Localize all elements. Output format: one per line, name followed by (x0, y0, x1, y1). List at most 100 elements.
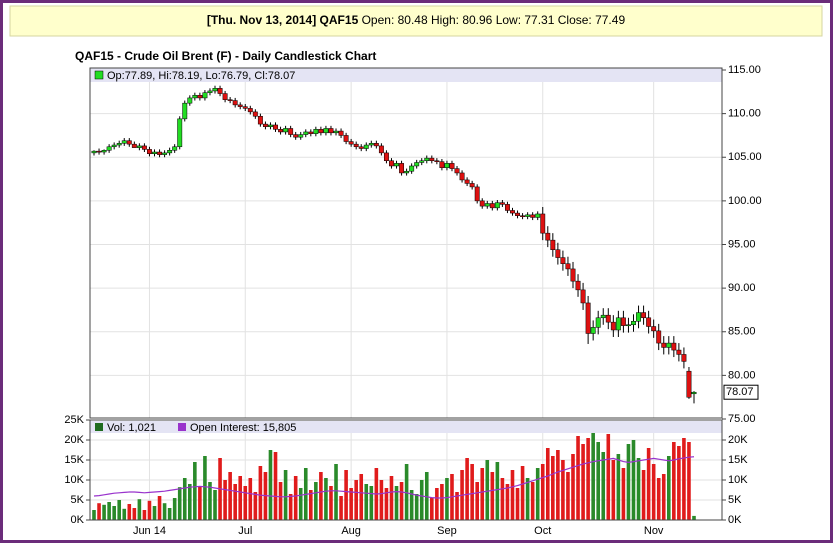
candle-body (227, 99, 233, 101)
marks (90, 82, 722, 520)
candle-body (459, 172, 465, 181)
candle-body (222, 93, 228, 100)
candle-body (434, 160, 440, 162)
volume-bar (475, 482, 479, 520)
candle-body (187, 97, 193, 104)
volume-bar (465, 458, 469, 520)
candle-body (540, 213, 546, 234)
x-tick-label: Aug (341, 525, 361, 537)
volume-bar (92, 510, 96, 520)
candle-body (278, 129, 284, 133)
candle-body (106, 146, 112, 151)
volume-bar (147, 500, 152, 520)
volume-bar (273, 452, 278, 520)
candle-body (343, 135, 349, 142)
volume-bar (485, 460, 490, 520)
volume-bar (409, 490, 414, 520)
x-tick-label: Nov (644, 525, 664, 537)
candle-body (404, 170, 410, 174)
candle-body (499, 202, 505, 205)
volume-bar (152, 506, 157, 520)
price-plot (90, 68, 722, 418)
volume-bar (505, 484, 510, 520)
volume-bar (470, 464, 474, 520)
y2-tick-label: 0K (728, 514, 742, 526)
volume-bar (440, 484, 444, 520)
candle-body (641, 312, 647, 319)
y-tick-label: 115.00 (728, 64, 761, 76)
volume-bar (490, 472, 495, 520)
y-tick-label: 20K (64, 434, 84, 446)
volume-bar (495, 462, 500, 520)
candle-body (157, 151, 162, 155)
candle-body (383, 152, 389, 161)
y-tick-label: 80.00 (728, 369, 756, 381)
volume-bar (97, 503, 101, 520)
candle-body (182, 102, 188, 120)
volume-legend: Vol: 1,021 (107, 422, 156, 434)
candle-body (162, 152, 168, 155)
candle-body (691, 391, 697, 395)
volume-bar (445, 478, 449, 520)
candle-body (676, 349, 682, 355)
candle-body (177, 118, 183, 148)
candle-body (121, 140, 127, 144)
candle-body (530, 214, 536, 218)
volume-bar (298, 488, 303, 520)
x-tick-label: Jun 14 (133, 525, 166, 537)
candle-body (671, 342, 677, 351)
volume-bar (399, 482, 404, 520)
candle-body (550, 239, 556, 250)
candle-body (394, 163, 399, 167)
candle-body (273, 124, 278, 130)
candle-body (202, 92, 208, 99)
price-legend-band (90, 68, 722, 82)
candle-body (661, 342, 667, 348)
volume-bar (480, 468, 485, 520)
candle-body (504, 204, 510, 211)
candle-body (464, 179, 470, 184)
volume-bar (213, 490, 217, 520)
candle-body (651, 326, 657, 332)
volume-bar (455, 492, 459, 520)
candle-body (333, 130, 339, 134)
volume-bar (258, 466, 263, 520)
y-tick-label: 0K (71, 514, 85, 526)
volume-bar (107, 502, 111, 520)
volume-bar (430, 498, 434, 520)
volume-bar (288, 494, 293, 520)
candle-body (131, 143, 137, 148)
volume-bar (661, 474, 666, 520)
y-tick-label: 15K (64, 454, 84, 466)
price-legend-swatch (94, 70, 104, 80)
volume-bar (278, 482, 283, 520)
y-tick-label: 95.00 (728, 238, 756, 250)
candle-body (242, 106, 248, 109)
volume-bar (283, 470, 288, 520)
volume-bar (379, 480, 384, 520)
candle-body (489, 203, 495, 209)
candle-body (620, 317, 626, 326)
volume-bar (162, 503, 167, 520)
candle-body (631, 321, 636, 326)
candle-body (348, 141, 354, 145)
y-tick-label: 105.00 (728, 151, 762, 163)
volume-bar (631, 440, 636, 520)
candle-body (232, 100, 238, 106)
candle-body (323, 128, 329, 134)
volume-bar (626, 444, 631, 520)
candle-body (212, 88, 218, 92)
volume-bar (556, 450, 560, 520)
candle-body (419, 160, 425, 163)
candle-body (207, 90, 213, 93)
volume-bar (571, 454, 575, 520)
volume-bar (500, 478, 505, 520)
candle-body (610, 321, 616, 331)
volume-bar (177, 487, 182, 520)
volume-legend-swatch (95, 423, 103, 431)
y-tick-label: 10K (64, 474, 84, 486)
candle-body (429, 157, 435, 161)
volume-bar (510, 470, 515, 520)
volume-frame (89, 419, 723, 521)
candle-body (197, 95, 203, 99)
